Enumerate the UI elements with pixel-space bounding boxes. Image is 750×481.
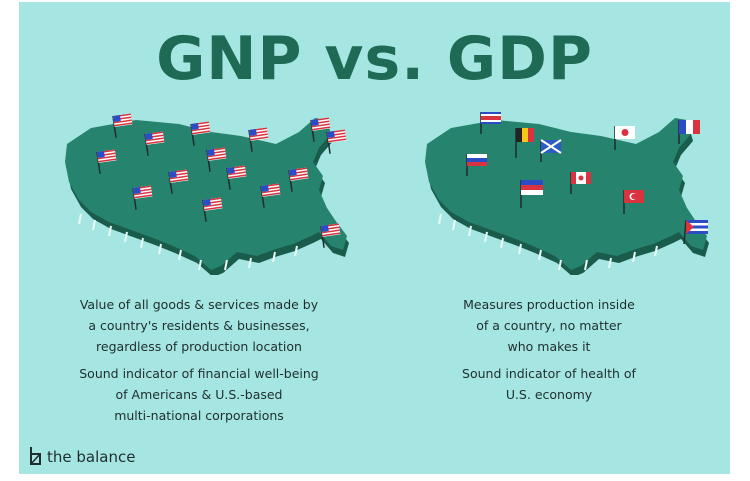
us-flag-icon xyxy=(112,113,133,138)
us-flag-icon xyxy=(190,121,211,146)
gdp-us-map xyxy=(425,112,709,275)
brand-logo: the balance xyxy=(28,446,135,468)
us-flag-icon xyxy=(320,223,341,248)
scotland-flag-icon xyxy=(540,139,562,162)
gnp-indicator-line: Sound indicator of financial well-being xyxy=(79,366,319,381)
gnp-indicator-line: multi-national corporations xyxy=(114,408,284,423)
us-flag-icon xyxy=(132,185,153,210)
gnp-description: Value of all goods & services made by a … xyxy=(49,294,349,357)
us-flag-icon xyxy=(168,169,189,194)
us-flag-icon xyxy=(326,129,347,154)
us-flag-icon xyxy=(96,149,117,174)
us-flag-icon xyxy=(144,131,165,156)
us-flag-icon xyxy=(288,167,309,192)
page-title: GNP vs. GDP xyxy=(156,24,593,94)
serbia-flag-icon xyxy=(520,180,543,208)
map-coast-ticks xyxy=(438,213,658,271)
russia-flag-icon xyxy=(466,154,487,176)
japan-flag-icon xyxy=(614,126,635,150)
gdp-desc-line: who makes it xyxy=(507,339,591,354)
us-map-body xyxy=(65,118,347,270)
gdp-desc-line: of a country, no matter xyxy=(476,318,622,333)
france-flag-icon xyxy=(678,120,700,144)
gnp-us-map xyxy=(65,113,349,275)
gnp-desc-line: Value of all goods & services made by xyxy=(79,297,319,312)
us-map-body xyxy=(425,118,707,270)
gnp-desc-line: regardless of production location xyxy=(96,339,302,354)
turkey-flag-icon xyxy=(623,190,644,214)
gdp-description: Measures production inside of a country,… xyxy=(399,294,699,357)
costa-rica-flag-icon xyxy=(480,112,501,134)
infographic: GNP vs. GDP xyxy=(19,2,730,474)
us-flag-icon xyxy=(310,117,331,142)
us-flag-icon xyxy=(226,165,247,190)
belgium-flag-icon xyxy=(515,128,534,158)
us-flag-icon xyxy=(248,127,269,152)
gnp-indicator: Sound indicator of financial well-being … xyxy=(49,363,349,426)
us-flag-icon xyxy=(206,147,227,172)
gdp-indicator: Sound indicator of health of U.S. econom… xyxy=(399,363,699,405)
gdp-desc-line: Measures production inside xyxy=(463,297,635,312)
gdp-indicator-line: Sound indicator of health of xyxy=(462,366,636,381)
gnp-indicator-line: of Americans & U.S.-based xyxy=(115,387,283,402)
balance-logo-icon xyxy=(30,447,41,465)
cuba-flag-icon xyxy=(683,219,708,245)
us-flag-icon xyxy=(202,197,223,222)
us-flag-icon xyxy=(96,113,347,248)
us-flag-icon xyxy=(260,183,281,208)
gdp-indicator-line: U.S. economy xyxy=(505,387,593,402)
gnp-desc-line: a country's residents & businesses, xyxy=(88,318,310,333)
canada-flag-icon xyxy=(570,172,591,194)
map-coast-ticks xyxy=(78,213,298,271)
brand-name: the balance xyxy=(47,448,136,466)
